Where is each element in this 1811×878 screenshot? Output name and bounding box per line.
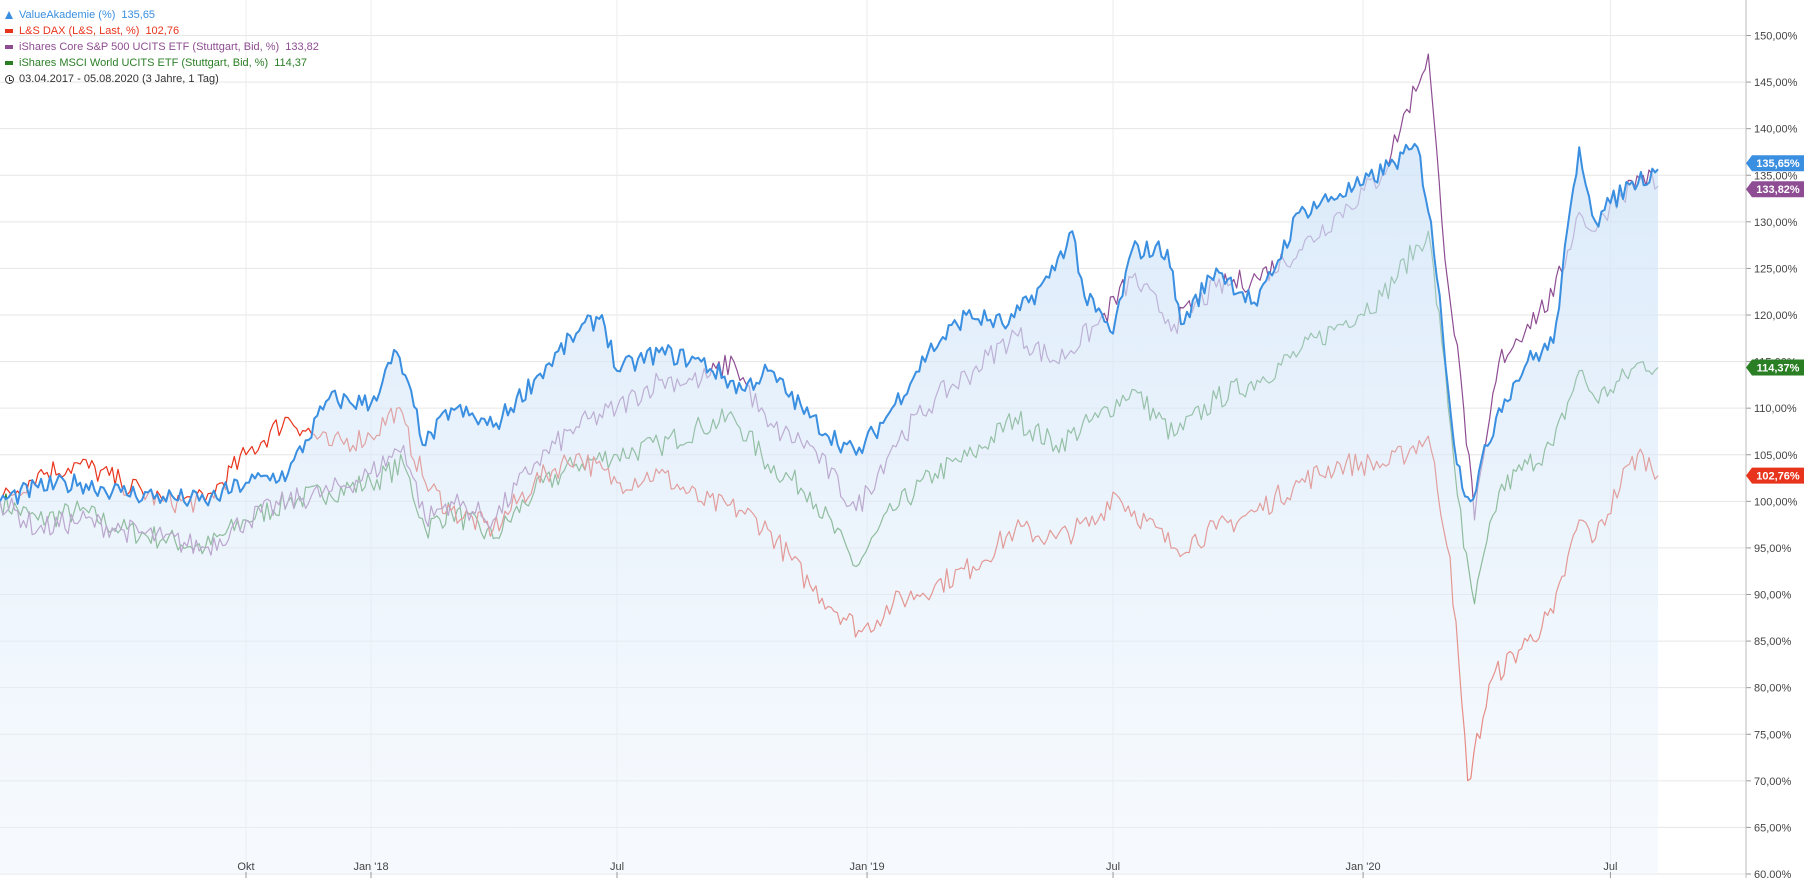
y-tick-label: 65,00% (1754, 822, 1792, 834)
y-tick-label: 150,00% (1754, 31, 1798, 43)
x-tick-label: Jul (1106, 861, 1120, 873)
line-icon (5, 29, 13, 33)
series-line-valueakademie[interactable] (0, 142, 1659, 507)
end-label-text: 114,37% (1757, 362, 1800, 374)
y-tick-label: 70,00% (1754, 776, 1792, 788)
end-labels: 135,65% 102,76% 133,82% 114,37% (1746, 155, 1804, 484)
legend-label: ValueAkademie (%) (19, 9, 116, 21)
legend-label: iShares Core S&P 500 UCITS ETF (Stuttgar… (19, 41, 280, 53)
x-tick-label: Jul (610, 861, 624, 873)
chart-legend: ValueAkademie (%) 135,65 L&S DAX (L&S, L… (5, 7, 319, 87)
y-tick-label: 145,00% (1754, 77, 1798, 89)
x-tick-label: Okt (237, 861, 254, 873)
y-tick-label: 100,00% (1754, 496, 1798, 508)
legend-value: 102,76 (145, 25, 180, 37)
y-tick-label: 110,00% (1754, 403, 1797, 415)
date-range-text: 03.04.2017 - 05.08.2020 (3 Jahre, 1 Tag) (19, 73, 219, 85)
end-label-valueakademie: 135,65% (1746, 155, 1804, 172)
end-label-badge (1746, 359, 1804, 376)
legend-value: 114,37 (274, 57, 308, 69)
end-label-msci-world: 114,37% (1746, 359, 1804, 376)
line-icon (5, 61, 13, 65)
x-tick-label: Jan '19 (849, 861, 884, 873)
legend-label: iShares MSCI World UCITS ETF (Stuttgart,… (19, 57, 269, 69)
legend-item-dax[interactable]: L&S DAX (L&S, Last, %) 102,76 (5, 23, 319, 39)
legend-item-sp500[interactable]: iShares Core S&P 500 UCITS ETF (Stuttgar… (5, 39, 319, 55)
y-tick-label: 125,00% (1754, 263, 1798, 275)
x-tick-label: Jan '20 (1346, 861, 1381, 873)
legend-label: L&S DAX (L&S, Last, %) (19, 25, 140, 37)
series-layer (0, 53, 1659, 875)
y-tick-label: 90,00% (1754, 590, 1792, 602)
end-label-badge (1746, 467, 1804, 484)
y-tick-label: 135,00% (1754, 170, 1798, 182)
y-tick-label: 75,00% (1754, 729, 1792, 741)
clock-icon (5, 74, 14, 84)
end-label-dax: 102,76% (1746, 467, 1804, 484)
y-tick-label: 140,00% (1754, 124, 1798, 136)
end-label-text: 133,82% (1756, 184, 1800, 196)
series-area-valueakademie (0, 143, 1658, 875)
legend-value: 135,65 (121, 9, 156, 21)
x-tick-label: Jul (1603, 861, 1617, 873)
legend-item-msci-world[interactable]: iShares MSCI World UCITS ETF (Stuttgart,… (5, 55, 319, 71)
y-axis: 150,00% 145,00% 140,00% 135,00% 130,00% 125,0… (1745, 0, 1798, 878)
end-label-sp500: 133,82% (1746, 181, 1804, 198)
y-tick-label: 85,00% (1754, 636, 1792, 648)
end-label-badge (1746, 155, 1804, 172)
y-tick-label: 60,00% (1754, 869, 1792, 878)
legend-value: 133,82 (285, 41, 319, 53)
end-label-text: 135,65% (1756, 158, 1800, 170)
end-label-badge (1746, 181, 1804, 198)
y-tick-label: 95,00% (1754, 543, 1792, 555)
legend-item-valueakademie[interactable]: ValueAkademie (%) 135,65 (5, 7, 319, 23)
y-tick-label: 80,00% (1754, 683, 1792, 695)
x-tick-label: Jan '18 (353, 861, 388, 873)
y-tick-label: 105,00% (1754, 450, 1798, 462)
line-icon (5, 45, 13, 49)
end-label-text: 102,76% (1756, 471, 1800, 483)
x-axis: Okt Jan '18 Jul Jan '19 Jul Jan '20 Jul (237, 861, 1617, 878)
y-tick-label: 120,00% (1754, 310, 1798, 322)
y-tick-label: 130,00% (1754, 217, 1798, 229)
date-range: 03.04.2017 - 05.08.2020 (3 Jahre, 1 Tag) (5, 71, 319, 87)
area-chart-icon (5, 11, 13, 19)
